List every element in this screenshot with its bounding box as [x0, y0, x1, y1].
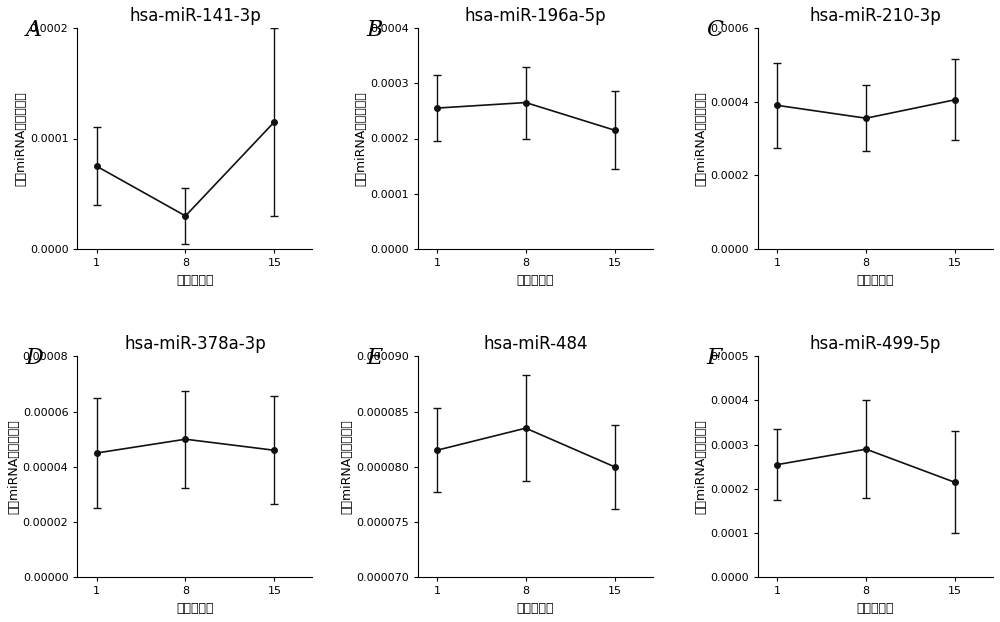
X-axis label: 时间（天）: 时间（天）	[176, 274, 214, 287]
Y-axis label: 血浆miRNA相对表达量: 血浆miRNA相对表达量	[340, 419, 353, 514]
X-axis label: 时间（天）: 时间（天）	[517, 274, 554, 287]
X-axis label: 时间（天）: 时间（天）	[176, 602, 214, 615]
Title: hsa-miR-210-3p: hsa-miR-210-3p	[810, 7, 941, 25]
X-axis label: 时间（天）: 时间（天）	[517, 602, 554, 615]
Text: B: B	[366, 19, 382, 41]
Text: D: D	[26, 348, 44, 369]
Title: hsa-miR-196a-5p: hsa-miR-196a-5p	[464, 7, 606, 25]
Title: hsa-miR-141-3p: hsa-miR-141-3p	[129, 7, 261, 25]
Y-axis label: 血浆miRNA相对表达量: 血浆miRNA相对表达量	[695, 419, 708, 514]
Text: A: A	[26, 19, 42, 41]
Y-axis label: 血浆miRNA相对表达量: 血浆miRNA相对表达量	[7, 419, 20, 514]
Title: hsa-miR-499-5p: hsa-miR-499-5p	[810, 335, 941, 353]
Y-axis label: 血浆miRNA相对表达量: 血浆miRNA相对表达量	[695, 91, 708, 186]
Text: F: F	[706, 348, 722, 369]
X-axis label: 时间（天）: 时间（天）	[857, 602, 894, 615]
Text: C: C	[706, 19, 723, 41]
Title: hsa-miR-484: hsa-miR-484	[483, 335, 588, 353]
Y-axis label: 血浆miRNA相对表达量: 血浆miRNA相对表达量	[354, 91, 367, 186]
Y-axis label: 血浆miRNA相对表达量: 血浆miRNA相对表达量	[14, 91, 27, 186]
Text: E: E	[366, 348, 382, 369]
Title: hsa-miR-378a-3p: hsa-miR-378a-3p	[124, 335, 266, 353]
X-axis label: 时间（天）: 时间（天）	[857, 274, 894, 287]
